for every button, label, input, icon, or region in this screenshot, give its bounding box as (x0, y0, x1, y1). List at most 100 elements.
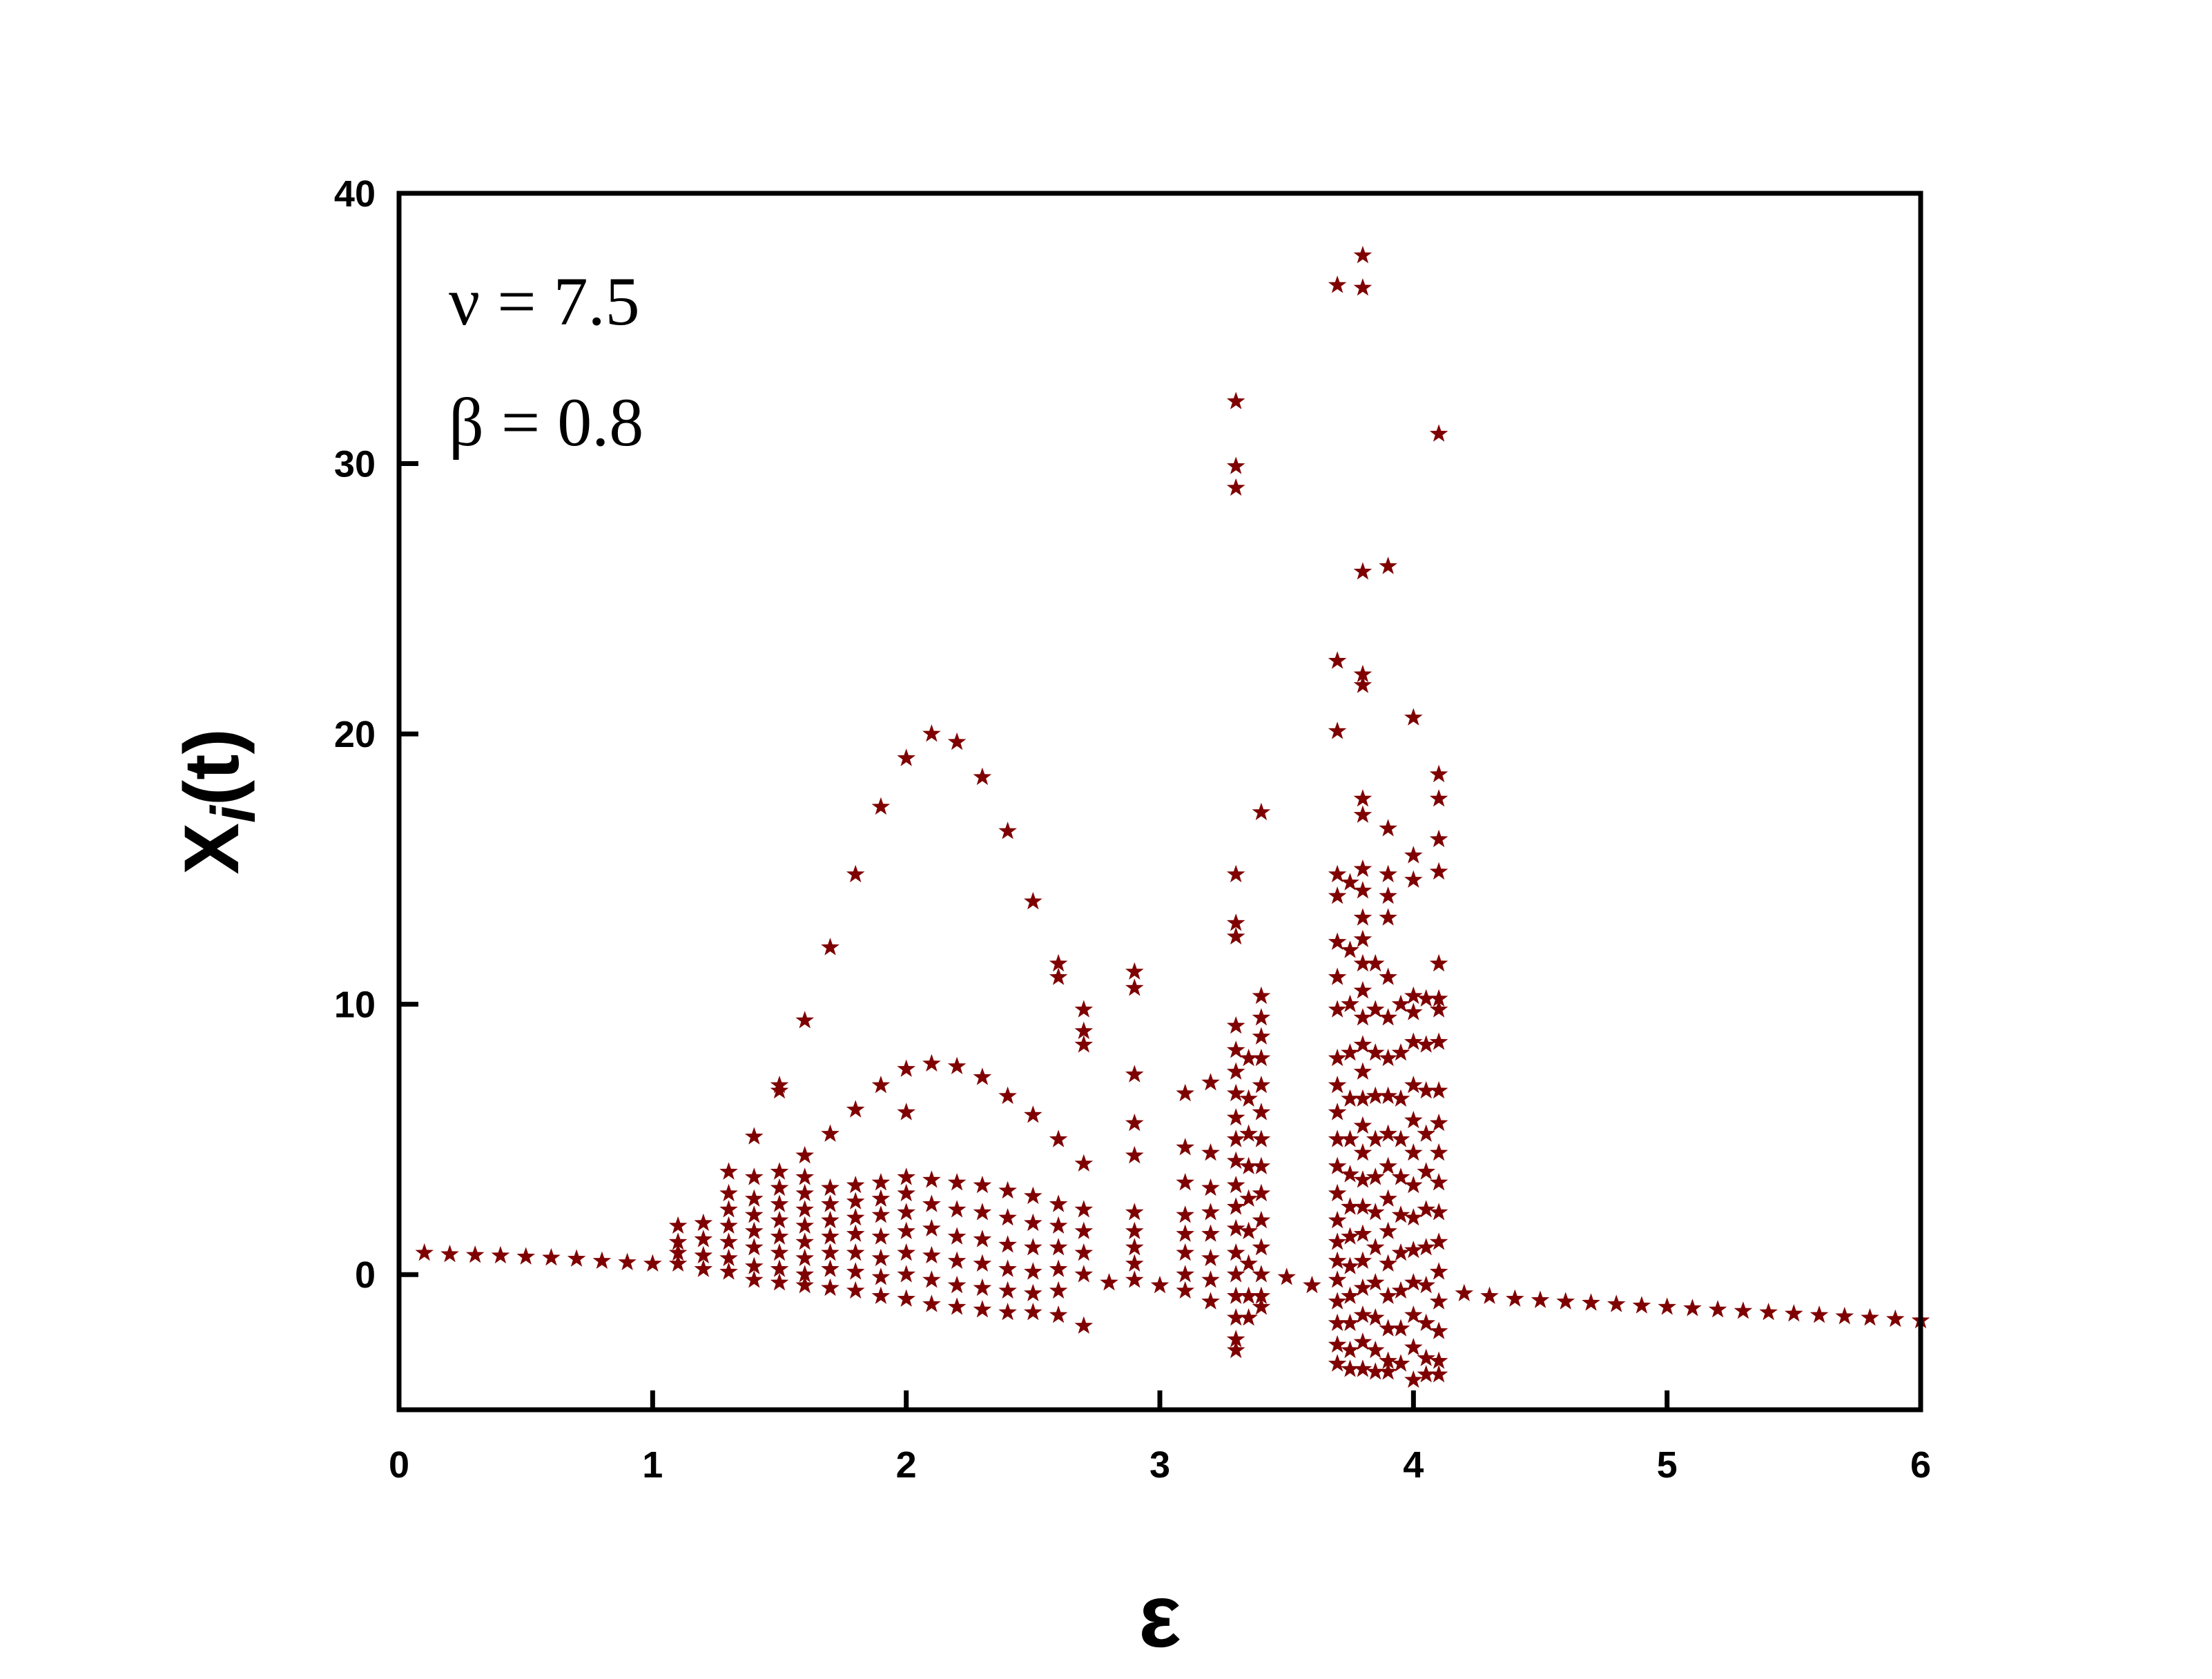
data-point (973, 1176, 992, 1194)
data-point (1353, 1008, 1372, 1026)
data-point (1404, 708, 1423, 726)
data-point (1506, 1289, 1524, 1307)
data-point (1404, 1143, 1423, 1161)
data-point (1429, 1000, 1448, 1018)
x-tick-label: 1 (642, 1444, 663, 1486)
x-tick-label: 6 (1910, 1444, 1931, 1486)
data-point (1125, 1065, 1144, 1083)
data-point (821, 1243, 840, 1261)
data-point (795, 1216, 814, 1234)
data-point (1341, 1286, 1359, 1304)
data-point (795, 1167, 814, 1185)
data-point (592, 1251, 612, 1269)
data-point (1049, 1281, 1068, 1299)
data-point (1176, 1243, 1194, 1261)
data-point (1379, 886, 1397, 904)
x-tick-label: 4 (1403, 1444, 1424, 1486)
data-point (1886, 1309, 1905, 1328)
data-point (1226, 1176, 1245, 1194)
x-tick-label: 5 (1657, 1444, 1678, 1486)
data-point (1353, 859, 1372, 877)
y-axis-title: Xi(t) (168, 728, 269, 875)
data-point (973, 1278, 992, 1297)
data-point (1201, 1292, 1220, 1310)
data-point (1353, 278, 1372, 296)
data-point (719, 1232, 738, 1250)
data-point (1328, 886, 1347, 904)
data-point (1239, 1308, 1258, 1326)
data-point (1429, 829, 1448, 848)
data-point (1176, 1173, 1194, 1191)
data-point (871, 1227, 891, 1245)
data-point (1379, 819, 1397, 837)
annotation-nu: ν = 7.5 (449, 263, 640, 340)
data-point (1607, 1294, 1626, 1312)
data-point (821, 1259, 840, 1277)
data-point (1404, 846, 1423, 864)
data-point (1379, 967, 1397, 985)
data-point (871, 797, 891, 815)
data-point (719, 1216, 738, 1234)
data-point (871, 1173, 891, 1191)
data-point (922, 1245, 941, 1264)
data-point (973, 1067, 992, 1085)
data-point (1353, 1359, 1372, 1377)
data-point (1277, 1268, 1296, 1285)
data-point (897, 1243, 915, 1261)
data-point (1429, 1292, 1448, 1310)
data-point (1353, 1089, 1372, 1107)
y-axis-title-suffix: (t) (168, 728, 255, 806)
data-point (922, 724, 941, 742)
data-point (947, 1297, 967, 1315)
data-point (871, 1205, 891, 1223)
data-point (1353, 1224, 1372, 1242)
data-point (1366, 1238, 1385, 1256)
data-point (1708, 1300, 1727, 1318)
data-point (1785, 1304, 1803, 1322)
x-axis-title: ε (1138, 1565, 1181, 1666)
data-point (1404, 1241, 1423, 1259)
data-point (897, 1203, 915, 1221)
data-point (1404, 1076, 1423, 1094)
data-point (745, 1127, 764, 1145)
data-point (1759, 1303, 1778, 1321)
data-point (871, 1076, 891, 1094)
data-point (1201, 1143, 1220, 1161)
data-point (846, 1100, 865, 1118)
data-point (1176, 1138, 1194, 1156)
data-point (440, 1244, 459, 1263)
data-point (1391, 1243, 1410, 1261)
data-point (1049, 1129, 1068, 1147)
data-point (1341, 1313, 1359, 1331)
data-point (922, 1170, 941, 1188)
data-point (998, 1235, 1017, 1253)
data-point (947, 1056, 967, 1074)
data-point (821, 938, 840, 955)
data-point (719, 1162, 738, 1180)
x-axis-ticks: 0 1 2 3 4 5 6 (389, 1390, 1931, 1486)
data-point (1341, 1129, 1359, 1147)
data-point (745, 1205, 764, 1223)
data-point (1404, 1337, 1423, 1356)
data-point (1252, 1238, 1271, 1256)
data-point (694, 1213, 713, 1232)
x-tick-label: 2 (896, 1444, 917, 1486)
data-point (846, 1176, 865, 1194)
data-point (1201, 1178, 1220, 1196)
data-point (1024, 891, 1042, 910)
data-point (846, 864, 865, 882)
data-point (1201, 1248, 1220, 1266)
data-point (846, 1243, 865, 1261)
data-point (1176, 1205, 1194, 1223)
data-point (821, 1210, 840, 1229)
data-point (1417, 1124, 1435, 1142)
data-point (1049, 1306, 1068, 1323)
data-point (1226, 1151, 1245, 1170)
data-point (1125, 978, 1144, 996)
data-point (1328, 967, 1347, 985)
data-point (719, 1183, 738, 1202)
data-point (1201, 1203, 1220, 1221)
data-point (1125, 1221, 1144, 1239)
data-point (1226, 1016, 1245, 1034)
data-point (1429, 789, 1448, 807)
